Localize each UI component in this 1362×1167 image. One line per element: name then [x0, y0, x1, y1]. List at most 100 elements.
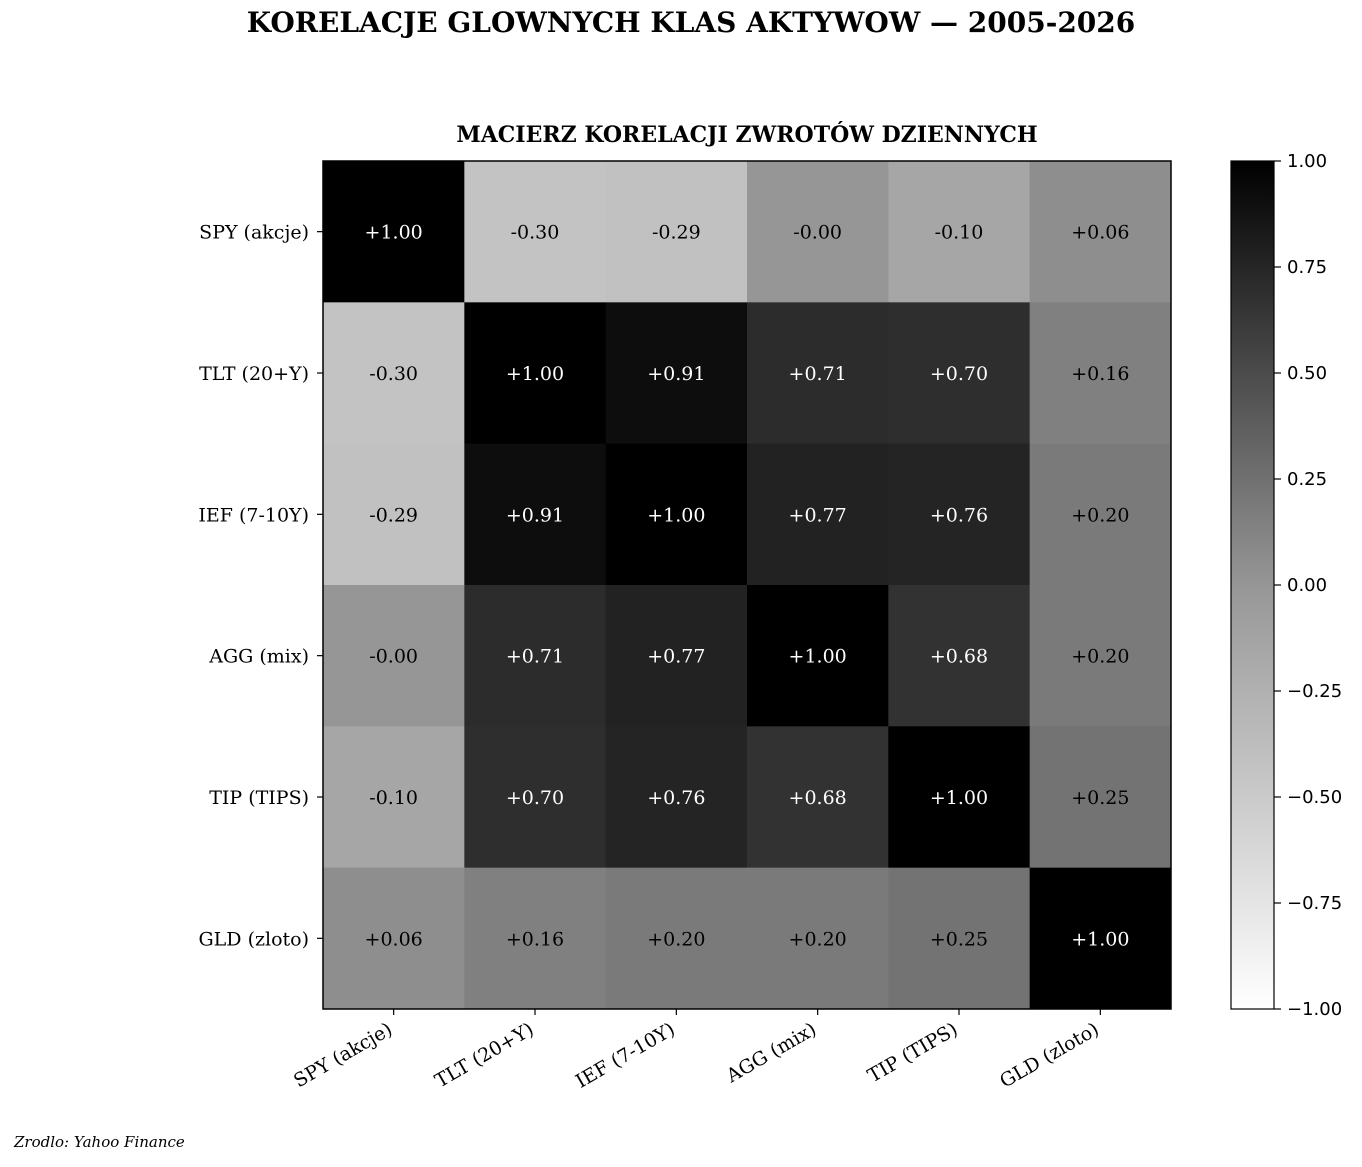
heatmap-cell-r5-c5: [1029, 867, 1172, 1010]
heatmap-cell-r0-c1: [464, 161, 607, 303]
heatmap-cell-r4-c0: [323, 726, 465, 869]
colorbar-tick-label-7: −0.75: [1287, 893, 1342, 914]
cell-value-label-r4-c5: +0.25: [1071, 787, 1129, 809]
colorbar-tick-label-2: 0.50: [1287, 363, 1327, 384]
colorbar-tick-label-5: −0.25: [1287, 681, 1342, 702]
cell-value-label-r5-c0: +0.06: [365, 928, 423, 950]
heatmap-cell-r1-c2: [605, 302, 748, 445]
cell-value-label-r5-c4: +0.25: [930, 928, 988, 950]
y-tick-label-0: SPY (akcje): [199, 222, 309, 244]
heatmap-cell-r3-c1: [464, 585, 607, 727]
heatmap-cell-r4-c2: [605, 726, 748, 869]
heatmap-cell-r5-c0: [323, 867, 465, 1010]
cell-value-label-r3-c1: +0.71: [506, 646, 564, 668]
heatmap-cell-r4-c5: [1029, 726, 1172, 869]
heatmap-cell-r4-c1: [464, 726, 607, 869]
heatmap-cell-r5-c2: [605, 867, 748, 1010]
cell-value-label-r0-c4: -0.10: [935, 222, 984, 244]
heatmap-cell-r0-c2: [605, 161, 748, 303]
colorbar-tick-label-3: 0.25: [1287, 469, 1327, 490]
heatmap-cell-r2-c2: [605, 443, 748, 586]
cell-value-label-r1-c0: -0.30: [369, 363, 418, 385]
x-tick-label-0: SPY (akcje): [290, 1018, 396, 1092]
heatmap-cell-r0-c0: [323, 161, 465, 303]
heatmap-cell-r3-c4: [888, 585, 1031, 727]
y-tick-label-3: AGG (mix): [208, 646, 309, 668]
y-tick-label-4: TIP (TIPS): [209, 787, 309, 809]
heatmap-cell-r2-c0: [323, 443, 465, 586]
heatmap-cell-r0-c5: [1029, 161, 1172, 303]
colorbar-tick-label-6: −0.50: [1287, 787, 1342, 808]
source-note: Zrodlo: Yahoo Finance: [14, 1133, 185, 1151]
y-tick-label-1: TLT (20+Y): [199, 363, 309, 385]
heatmap-cell-r3-c2: [605, 585, 748, 727]
cell-value-label-r3-c4: +0.68: [930, 646, 988, 668]
heatmap-cell-r1-c4: [888, 302, 1031, 445]
cell-value-label-r0-c1: -0.30: [511, 222, 560, 244]
heatmap-cell-r2-c3: [747, 443, 889, 586]
colorbar-tick-label-4: 0.00: [1287, 575, 1327, 596]
y-tick-label-5: GLD (zloto): [199, 928, 310, 950]
cell-value-label-r5-c1: +0.16: [506, 928, 564, 950]
colorbar: [1230, 160, 1275, 1010]
cell-value-label-r0-c3: -0.00: [793, 222, 842, 244]
heatmap-cell-r1-c3: [747, 302, 889, 445]
heatmap-cell-r1-c0: [323, 302, 465, 445]
cell-value-label-r0-c2: -0.29: [652, 222, 701, 244]
cell-value-label-r1-c5: +0.16: [1071, 363, 1129, 385]
cell-value-label-r1-c3: +0.71: [789, 363, 847, 385]
x-tick-label-3: AGG (mix): [722, 1018, 820, 1087]
cell-value-label-r3-c5: +0.20: [1071, 646, 1129, 668]
cell-value-label-r2-c1: +0.91: [506, 504, 564, 526]
cell-value-label-r2-c4: +0.76: [930, 504, 988, 526]
heatmap-cell-r5-c1: [464, 867, 607, 1010]
cell-value-label-r3-c3: +1.00: [789, 646, 847, 668]
heatmap-cell-r2-c1: [464, 443, 607, 586]
cell-value-label-r5-c5: +1.00: [1071, 928, 1129, 950]
cell-value-label-r4-c4: +1.00: [930, 787, 988, 809]
x-tick-label-5: GLD (zloto): [996, 1018, 1103, 1092]
cell-value-label-r2-c0: -0.29: [369, 504, 418, 526]
heatmap-cell-r1-c1: [464, 302, 607, 445]
heatmap-cell-r0-c3: [747, 161, 889, 303]
heatmap-cell-r1-c5: [1029, 302, 1172, 445]
heatmap-frame: [322, 160, 1172, 1010]
heatmap-cell-r4-c4: [888, 726, 1031, 869]
cell-value-label-r4-c1: +0.70: [506, 787, 564, 809]
colorbar-tick-label-1: 0.75: [1287, 257, 1327, 278]
colorbar-tick-label-8: −1.00: [1287, 999, 1342, 1020]
cell-value-label-r4-c2: +0.76: [647, 787, 705, 809]
cell-value-label-r5-c2: +0.20: [647, 928, 705, 950]
heatmap-cell-r3-c0: [323, 585, 465, 727]
cell-value-label-r3-c2: +0.77: [647, 646, 705, 668]
cell-value-label-r4-c3: +0.68: [789, 787, 847, 809]
x-tick-label-4: TIP (TIPS): [864, 1018, 961, 1087]
figure-suptitle: KORELACJE GLOWNYCH KLAS AKTYWOW — 2005-2…: [246, 6, 1136, 39]
chart-title: MACIERZ KORELACJI ZWROTÓW DZIENNYCH: [456, 121, 1037, 148]
heatmap-cell-r3-c3: [747, 585, 889, 727]
cell-value-label-r0-c0: +1.00: [365, 222, 423, 244]
heatmap-cell-r5-c3: [747, 867, 889, 1010]
cell-value-label-r0-c5: +0.06: [1071, 222, 1129, 244]
cell-value-label-r1-c4: +0.70: [930, 363, 988, 385]
y-tick-label-2: IEF (7-10Y): [198, 504, 309, 526]
heatmap-cell-r2-c5: [1029, 443, 1172, 586]
colorbar-tick-label-0: 1.00: [1287, 151, 1327, 172]
cell-value-label-r1-c1: +1.00: [506, 363, 564, 385]
heatmap-cell-r3-c5: [1029, 585, 1172, 727]
heatmap-cell-r0-c4: [888, 161, 1031, 303]
x-tick-label-1: TLT (20+Y): [431, 1018, 537, 1092]
heatmap-cell-r2-c4: [888, 443, 1031, 586]
cell-value-label-r1-c2: +0.91: [647, 363, 705, 385]
cell-value-label-r2-c5: +0.20: [1071, 504, 1129, 526]
heatmap-cell-r5-c4: [888, 867, 1031, 1010]
heatmap-cell-r4-c3: [747, 726, 889, 869]
cell-value-label-r3-c0: -0.00: [369, 646, 418, 668]
cell-value-label-r4-c0: -0.10: [369, 787, 418, 809]
x-tick-label-2: IEF (7-10Y): [572, 1018, 679, 1092]
cell-value-label-r2-c3: +0.77: [789, 504, 847, 526]
cell-value-label-r2-c2: +1.00: [647, 504, 705, 526]
cell-value-label-r5-c3: +0.20: [789, 928, 847, 950]
